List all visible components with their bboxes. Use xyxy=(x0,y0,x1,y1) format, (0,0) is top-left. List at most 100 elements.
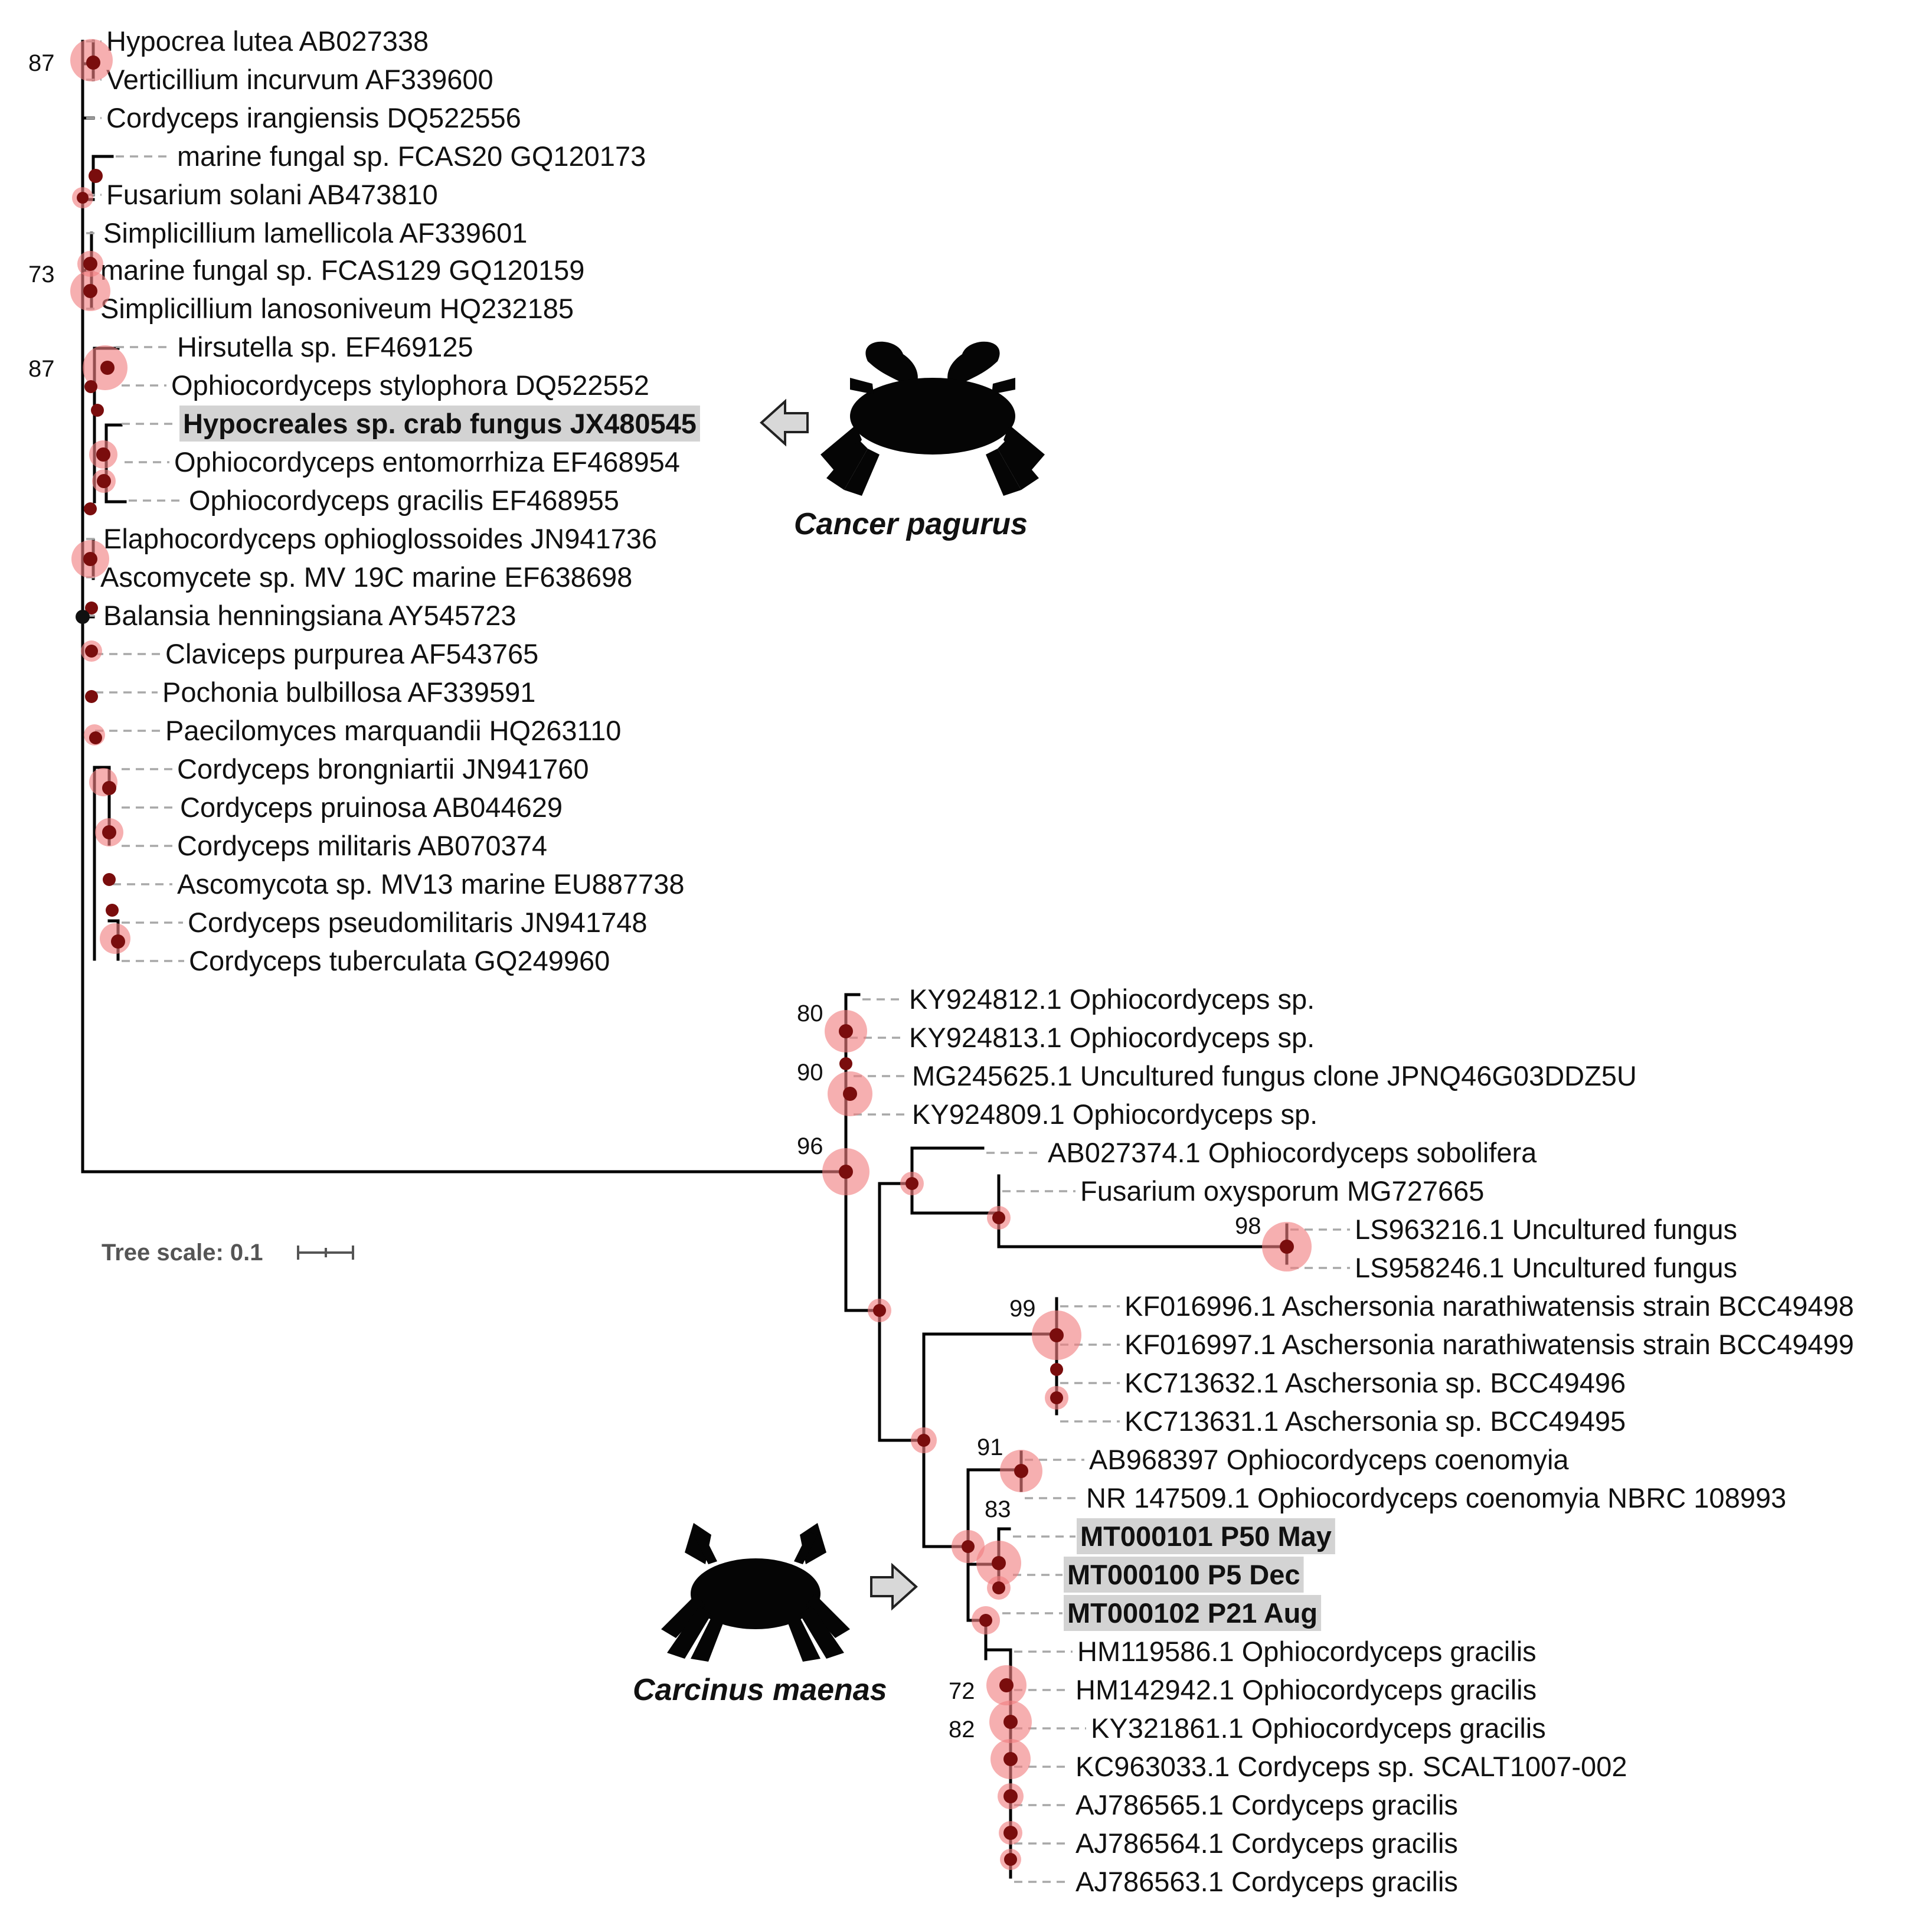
leaf-label: Ascomycota sp. MV13 marine EU887738 xyxy=(177,868,684,900)
node-dot xyxy=(97,474,111,488)
node-dot xyxy=(1003,1826,1018,1840)
leaf-label: KC713632.1 Aschersonia sp. BCC49496 xyxy=(1124,1367,1626,1398)
node-dot xyxy=(1050,1328,1064,1342)
leaf-label: Verticillium incurvum AF339600 xyxy=(106,64,493,95)
leaf-label: Hypocreales sp. crab fungus JX480545 xyxy=(183,408,697,439)
node-dot xyxy=(83,284,97,298)
leaf-label: Paecilomyces marquandii HQ263110 xyxy=(165,715,621,746)
leaf-label: MT000100 P5 Dec xyxy=(1067,1559,1300,1590)
leaf-label: KY924812.1 Ophiocordyceps sp. xyxy=(909,983,1315,1015)
leaf-label: Cordyceps tuberculata GQ249960 xyxy=(189,945,610,976)
node-dot xyxy=(96,447,110,462)
node-dot xyxy=(102,825,116,839)
node-dot xyxy=(873,1304,886,1317)
bootstrap-value: 73 xyxy=(28,261,55,287)
leaf-label: AB968397 Ophiocordyceps coenomyia xyxy=(1089,1444,1569,1475)
node-dot xyxy=(83,257,97,271)
node-dot xyxy=(843,1087,857,1101)
leaf-label: Cordyceps irangiensis DQ522556 xyxy=(106,102,521,133)
host-name-cancer-pagurus: Cancer pagurus xyxy=(794,507,1028,541)
leaf-highlight xyxy=(1064,1557,1304,1593)
support-nodes xyxy=(70,39,1312,1870)
leaf-label: Hirsutella sp. EF469125 xyxy=(177,331,473,362)
node-dot xyxy=(839,1165,853,1179)
node-dot xyxy=(1014,1464,1028,1478)
leaf-label: Claviceps purpurea AF543765 xyxy=(165,638,538,669)
node-dot xyxy=(85,690,98,703)
scale-label: Tree scale: 0.1 xyxy=(102,1240,263,1266)
leaf-label: KY321861.1 Ophiocordyceps gracilis xyxy=(1091,1712,1546,1744)
crab-silhouette-icon xyxy=(661,1523,850,1662)
node-dot xyxy=(839,1057,852,1070)
node-dot xyxy=(1003,1789,1018,1803)
node-dot xyxy=(917,1434,930,1447)
node-dot xyxy=(111,934,125,949)
leaf-label: Simplicillium lanosoniveum HQ232185 xyxy=(100,293,574,324)
bootstrap-value: 99 xyxy=(1009,1296,1036,1322)
node-dot xyxy=(992,1211,1005,1224)
arrow-right-icon xyxy=(870,1562,918,1611)
node-dot xyxy=(89,169,103,183)
node-dot xyxy=(83,552,97,566)
node-dot xyxy=(102,781,116,795)
bootstrap-value: 98 xyxy=(1235,1213,1261,1239)
node-dot xyxy=(1050,1363,1063,1376)
leaf-label: Cordyceps brongniartii JN941760 xyxy=(177,753,589,784)
crab-silhouette-icon xyxy=(820,341,1045,496)
leaf-label: MT000101 P50 May xyxy=(1080,1521,1332,1552)
leaf-label: KC713631.1 Aschersonia sp. BCC49495 xyxy=(1124,1405,1626,1437)
leaf-label: Elaphocordyceps ophioglossoides JN941736 xyxy=(103,523,657,554)
bootstrap-value: 83 xyxy=(985,1496,1011,1522)
node-dot xyxy=(100,361,115,375)
leaf-label: MT000102 P21 Aug xyxy=(1067,1597,1318,1629)
leaf-label: AJ786563.1 Cordyceps gracilis xyxy=(1075,1866,1458,1897)
node-dot xyxy=(89,731,102,744)
bootstrap-values: 87 73 87 80 90 96 98 99 91 83 72 82 xyxy=(28,50,1261,1743)
leaf-label: Fusarium oxysporum MG727665 xyxy=(1080,1175,1484,1207)
node-dot xyxy=(85,645,98,658)
node-dot xyxy=(86,55,100,70)
node-dot xyxy=(992,1556,1006,1570)
bootstrap-value: 87 xyxy=(28,50,55,76)
bootstrap-value: 80 xyxy=(797,1001,823,1027)
node-dot xyxy=(84,502,97,515)
leaf-label: HM142942.1 Ophiocordyceps gracilis xyxy=(1075,1674,1537,1705)
node-dot xyxy=(979,1614,992,1627)
leaf-label: marine fungal sp. FCAS20 GQ120173 xyxy=(177,140,646,172)
leaf-highlight xyxy=(179,406,700,442)
leaf-label: Cordyceps pruinosa AB044629 xyxy=(180,792,563,823)
node-dot xyxy=(77,192,89,204)
bootstrap-value: 96 xyxy=(797,1133,823,1159)
node-dot xyxy=(85,602,98,614)
leaf-label: KY924813.1 Ophiocordyceps sp. xyxy=(909,1022,1315,1053)
node-dot xyxy=(1004,1853,1017,1866)
node-dot xyxy=(1050,1391,1063,1404)
leaf-label: KF016997.1 Aschersonia narathiwatensis s… xyxy=(1124,1329,1854,1360)
leaf-label: Ophiocordyceps gracilis EF468955 xyxy=(189,485,619,516)
leaf-label: Cordyceps pseudomilitaris JN941748 xyxy=(188,907,648,938)
leaf-labels: Hypocrea lutea AB027338 Verticillium incu… xyxy=(86,25,1854,1897)
leaf-label: AJ786564.1 Cordyceps gracilis xyxy=(1075,1828,1458,1859)
bootstrap-value: 82 xyxy=(949,1717,975,1743)
leaf-highlight xyxy=(1077,1518,1335,1554)
leaf-highlight xyxy=(1064,1595,1322,1631)
leaf-label: KY924809.1 Ophiocordyceps sp. xyxy=(912,1099,1318,1130)
node-dot xyxy=(106,904,119,917)
host-cancer-pagurus: Cancer pagurus xyxy=(760,341,1045,541)
leaf-label: Pochonia bulbillosa AF339591 xyxy=(162,676,535,708)
leaf-label: Ascomycete sp. MV 19C marine EF638698 xyxy=(100,561,632,593)
node-dot xyxy=(999,1678,1014,1692)
bootstrap-value: 87 xyxy=(28,356,55,382)
node-dot xyxy=(91,404,104,417)
leaf-label: LS963216.1 Uncultured fungus xyxy=(1355,1214,1737,1245)
node-dot xyxy=(905,1177,918,1190)
bootstrap-value: 72 xyxy=(949,1678,975,1704)
leaf-label: LS958246.1 Uncultured fungus xyxy=(1355,1252,1737,1283)
node-dot xyxy=(1003,1752,1018,1766)
host-carcinus-maenas: Carcinus maenas xyxy=(633,1523,918,1707)
leaf-label: Ophiocordyceps stylophora DQ522552 xyxy=(171,370,649,401)
leaf-label: NR 147509.1 Ophiocordyceps coenomyia NBR… xyxy=(1086,1482,1786,1514)
leaf-label: marine fungal sp. FCAS129 GQ120159 xyxy=(100,254,584,286)
arrow-left-icon xyxy=(760,398,809,447)
